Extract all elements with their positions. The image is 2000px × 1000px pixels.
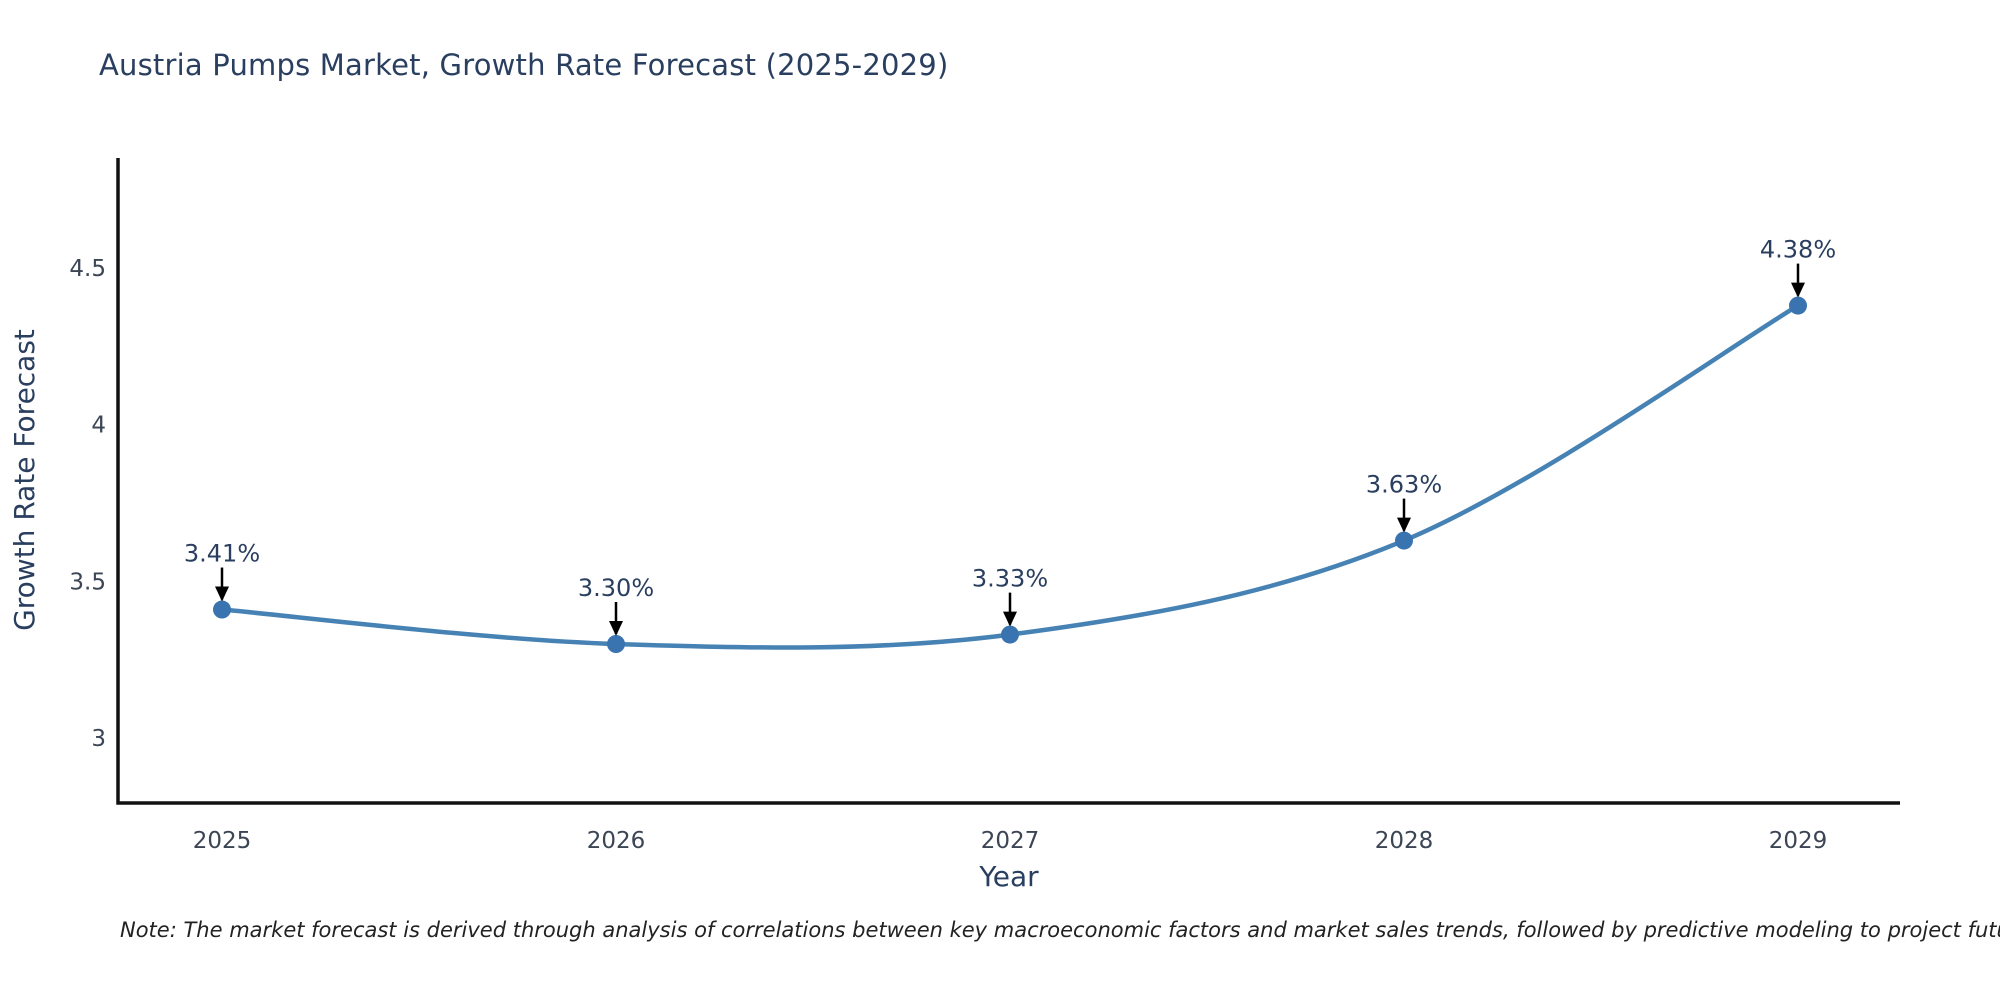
- point-value-label: 3.41%: [184, 540, 260, 568]
- x-tick-label: 2029: [1769, 828, 1828, 854]
- y-tick-label: 3: [91, 726, 106, 752]
- x-tick-label: 2026: [587, 828, 646, 854]
- y-tick-label: 3.5: [69, 569, 106, 595]
- data-point[interactable]: [1001, 625, 1019, 644]
- point-value-label: 3.30%: [578, 574, 654, 602]
- x-tick-label: 2027: [981, 828, 1040, 854]
- x-tick-label: 2025: [193, 828, 252, 854]
- point-value-label: 3.63%: [1366, 471, 1442, 499]
- x-axis-tick-labels: 2025 2026 2027 2028 2029: [193, 828, 1828, 854]
- chart-title: Austria Pumps Market, Growth Rate Foreca…: [99, 48, 949, 82]
- data-point[interactable]: [213, 600, 231, 619]
- trend-line: [219, 303, 1801, 650]
- y-tick-label: 4.5: [69, 256, 106, 282]
- y-axis-tick-labels: 3 3.5 4 4.5: [69, 256, 106, 752]
- point-value-label: 3.33%: [972, 565, 1048, 593]
- forecast-line-series: [213, 296, 1807, 654]
- axes: Growth Rate Forecast Year: [8, 158, 1900, 893]
- data-point[interactable]: [1789, 296, 1807, 315]
- y-axis-title: Growth Rate Forecast: [8, 329, 41, 631]
- point-value-label: 4.38%: [1760, 236, 1836, 264]
- axis-spines: [116, 158, 1900, 805]
- footnote: Note: The market forecast is derived thr…: [120, 918, 2000, 942]
- x-axis-title: Year: [978, 860, 1039, 893]
- point-annotations: 3.41% 3.30% 3.33% 3.63% 4.38%: [184, 236, 1836, 637]
- y-tick-label: 4: [91, 413, 106, 439]
- data-point[interactable]: [607, 635, 625, 654]
- data-point[interactable]: [1395, 531, 1413, 550]
- x-tick-label: 2028: [1375, 828, 1434, 854]
